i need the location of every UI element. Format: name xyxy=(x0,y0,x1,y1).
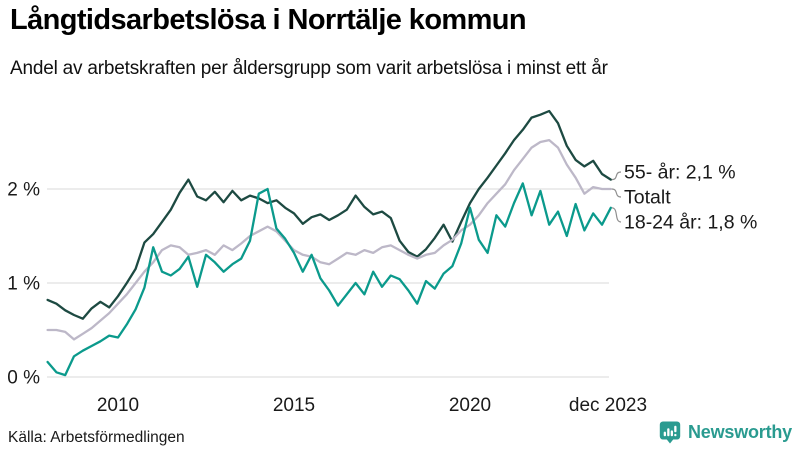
series-line-Totalt xyxy=(46,138,612,341)
x-axis-tick-label: dec 2023 xyxy=(569,395,647,416)
x-axis-tick-label: 2010 xyxy=(97,395,139,416)
series-end-label-Totalt: Totalt xyxy=(624,187,671,209)
series-label-connector xyxy=(611,188,622,198)
y-axis-tick-label: 2 % xyxy=(7,180,40,201)
series-label-connector xyxy=(611,207,622,223)
series-end-label-18-24år: 18-24 år: 1,8 % xyxy=(624,212,757,234)
x-axis-tick-label: 2015 xyxy=(273,395,315,416)
newsworthy-wordmark: Newsworthy xyxy=(687,422,792,442)
newsworthy-bar-chart-bubble-icon xyxy=(659,421,681,444)
series-line-18-24år xyxy=(46,182,612,377)
series-end-label-55-år: 55- år: 2,1 % xyxy=(624,162,736,184)
y-axis-tick-label: 0 % xyxy=(7,368,40,389)
line-chart: 0 % 1 % 2 % 2010 2015 2020 dec 2023 55- år: 2,1… xyxy=(7,109,757,416)
x-axis-tick-label: 2020 xyxy=(449,395,491,416)
newsworthy-logo[interactable]: Newsworthy xyxy=(659,421,792,444)
chart-subtitle: Andel av arbetskraften per åldersgrupp s… xyxy=(10,58,608,79)
source-note: Källa: Arbetsförmedlingen xyxy=(8,429,185,446)
page-title: Långtidsarbetslösa i Norrtälje kommun xyxy=(10,4,527,36)
series-line-55-år xyxy=(46,109,612,320)
y-axis-tick-label: 1 % xyxy=(7,274,40,295)
series-label-connector xyxy=(611,171,622,181)
